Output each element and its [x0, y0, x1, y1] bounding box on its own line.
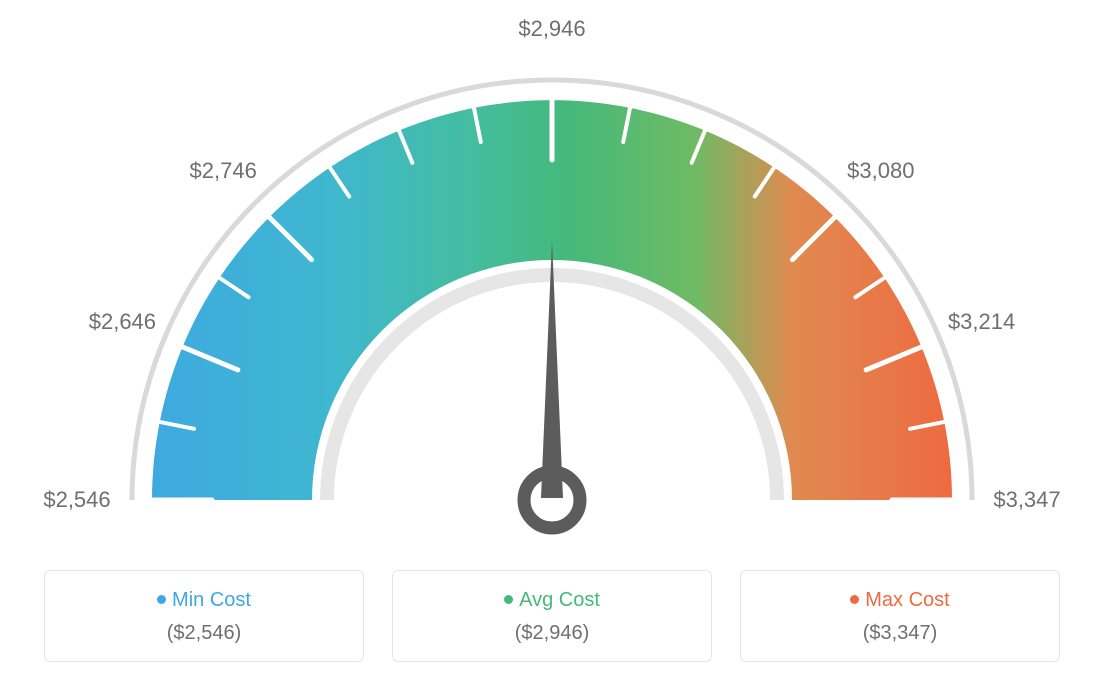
gauge-tick-label: $2,946: [518, 16, 585, 42]
gauge-tick-label: $3,080: [847, 158, 914, 184]
legend-title-min: Min Cost: [55, 589, 353, 612]
legend-row: Min Cost ($2,546) Avg Cost ($2,946) Max …: [0, 570, 1104, 662]
gauge-needle: [524, 240, 580, 528]
legend-card-max: Max Cost ($3,347): [740, 570, 1060, 662]
gauge-svg: [0, 0, 1104, 560]
dot-icon: [504, 595, 513, 604]
gauge-tick-label: $2,546: [43, 487, 110, 513]
legend-card-min: Min Cost ($2,546): [44, 570, 364, 662]
legend-label: Min Cost: [172, 589, 251, 611]
gauge-tick-label: $2,646: [89, 309, 156, 335]
legend-title-avg: Avg Cost: [403, 589, 701, 612]
legend-card-avg: Avg Cost ($2,946): [392, 570, 712, 662]
gauge-tick-label: $3,214: [948, 309, 1015, 335]
dot-icon: [157, 595, 166, 604]
gauge-tick-label: $3,347: [993, 487, 1060, 513]
legend-value-avg: ($2,946): [403, 622, 701, 645]
legend-label: Avg Cost: [519, 589, 600, 611]
legend-value-max: ($3,347): [751, 622, 1049, 645]
dot-icon: [850, 595, 859, 604]
gauge-tick-label: $2,746: [190, 158, 257, 184]
legend-value-min: ($2,546): [55, 622, 353, 645]
legend-title-max: Max Cost: [751, 589, 1049, 612]
legend-label: Max Cost: [865, 589, 949, 611]
gauge-chart: $2,546 $2,646 $2,746 $2,946 $3,080 $3,214 $3,3…: [0, 0, 1104, 560]
